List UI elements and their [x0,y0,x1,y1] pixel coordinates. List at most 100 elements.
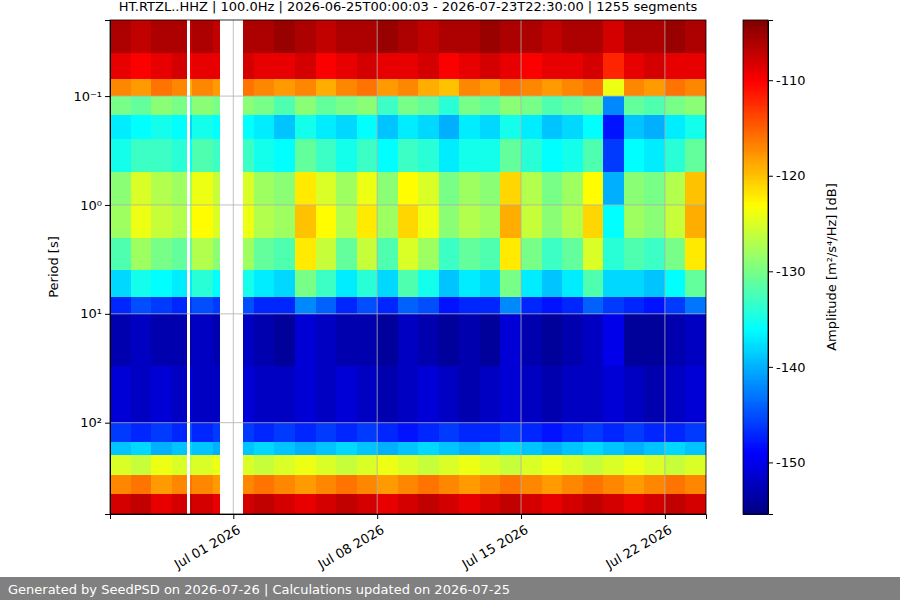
heatmap-cell [110,205,131,238]
heatmap-cell [336,115,357,140]
heatmap-cell [295,96,316,116]
heatmap-cell [398,494,419,514]
heatmap-cell [562,172,583,205]
heatmap-cell [603,455,624,475]
heatmap-cell [172,115,187,140]
heatmap-cell [131,494,152,514]
heatmap-cell [213,238,220,271]
heatmap-cell [131,115,152,140]
heatmap-cell [439,139,460,172]
heatmap-cell [521,238,542,271]
heatmap-cell [336,297,357,314]
heatmap-cell [172,238,187,271]
heatmap-cell [213,270,220,297]
heatmap-cell [357,96,378,116]
y-axis: 10⁻¹10⁰10¹10² [73,21,110,515]
heatmap-cell [243,297,254,314]
heatmap-cell [603,139,624,172]
heatmap-cell [685,79,706,96]
heatmap-cell [583,455,604,475]
heatmap-cell [603,205,624,238]
heatmap-cell [131,238,152,271]
heatmap-cell [213,475,220,495]
heatmap-cell [542,475,563,495]
heatmap-cell [500,205,521,238]
heatmap-cell [274,297,295,314]
heatmap-cell [295,238,316,271]
heatmap-cell [459,297,480,314]
heatmap-cell [562,53,583,80]
heatmap-cell [665,494,686,514]
heatmap-cell [274,96,295,116]
heatmap-cell [521,172,542,205]
heatmap-cell [583,172,604,205]
heatmap-cell [274,139,295,172]
heatmap-cell [357,297,378,314]
heatmap-cell [131,297,152,314]
heatmap-cell [418,314,439,366]
heatmap-cell [316,475,337,495]
heatmap-cell [213,96,220,116]
heatmap-cell [377,96,398,116]
heatmap-cell [398,366,419,423]
heatmap-cell [583,20,604,53]
heatmap-cell [439,79,460,96]
heatmap-cell [398,96,419,116]
heatmap-cell [685,442,706,456]
grid-line-x [233,20,234,514]
heatmap-cell [418,238,439,271]
heatmap-cell [685,20,706,53]
heatmap-cell [583,139,604,172]
heatmap-cell [562,205,583,238]
heatmap-cell [151,423,172,443]
heatmap-cell [213,455,220,475]
x-tick-label: Jul 01 2026 [171,522,243,572]
x-tick: Jul 01 2026 [171,514,243,572]
heatmap-cell [644,79,665,96]
heatmap-cell [418,96,439,116]
heatmap-cell [151,366,172,423]
heatmap-cell [336,96,357,116]
heatmap-cell [603,494,624,514]
heatmap-cell [357,238,378,271]
heatmap-cell [357,366,378,423]
heatmap-cell [274,475,295,495]
heatmap-cell [439,455,460,475]
heatmap-cell [131,79,152,96]
heatmap-cell [357,172,378,205]
heatmap-cell [336,442,357,456]
heatmap-cell [213,53,220,80]
heatmap-cell [603,314,624,366]
heatmap-cell [192,475,213,495]
heatmap-cell [254,494,275,514]
heatmap-cell [377,115,398,140]
heatmap-cell [254,423,275,443]
heatmap-cell [665,238,686,271]
heatmap-cell [295,475,316,495]
heatmap-cell [500,442,521,456]
heatmap-cell [542,53,563,80]
colorbar-tick: -140 [768,360,806,375]
heatmap-cell [336,366,357,423]
heatmap-cell [254,172,275,205]
heatmap-cell [151,20,172,53]
heatmap-cell [459,115,480,140]
heatmap-cell [644,238,665,271]
grid-line-x [521,20,522,514]
heatmap-cell [418,475,439,495]
heatmap-cell [398,475,419,495]
heatmap-cell [336,423,357,443]
heatmap-cell [562,314,583,366]
y-tick-mark [105,205,110,206]
heatmap-cell [459,366,480,423]
heatmap-cell [521,20,542,53]
heatmap-cell [583,314,604,366]
heatmap-cell [644,20,665,53]
heatmap-cell [542,297,563,314]
heatmap-cell [685,96,706,116]
colorbar-tick: -130 [768,264,806,279]
heatmap-cell [274,172,295,205]
heatmap-cell [110,115,131,140]
grid [110,20,706,514]
heatmap-cell [500,53,521,80]
